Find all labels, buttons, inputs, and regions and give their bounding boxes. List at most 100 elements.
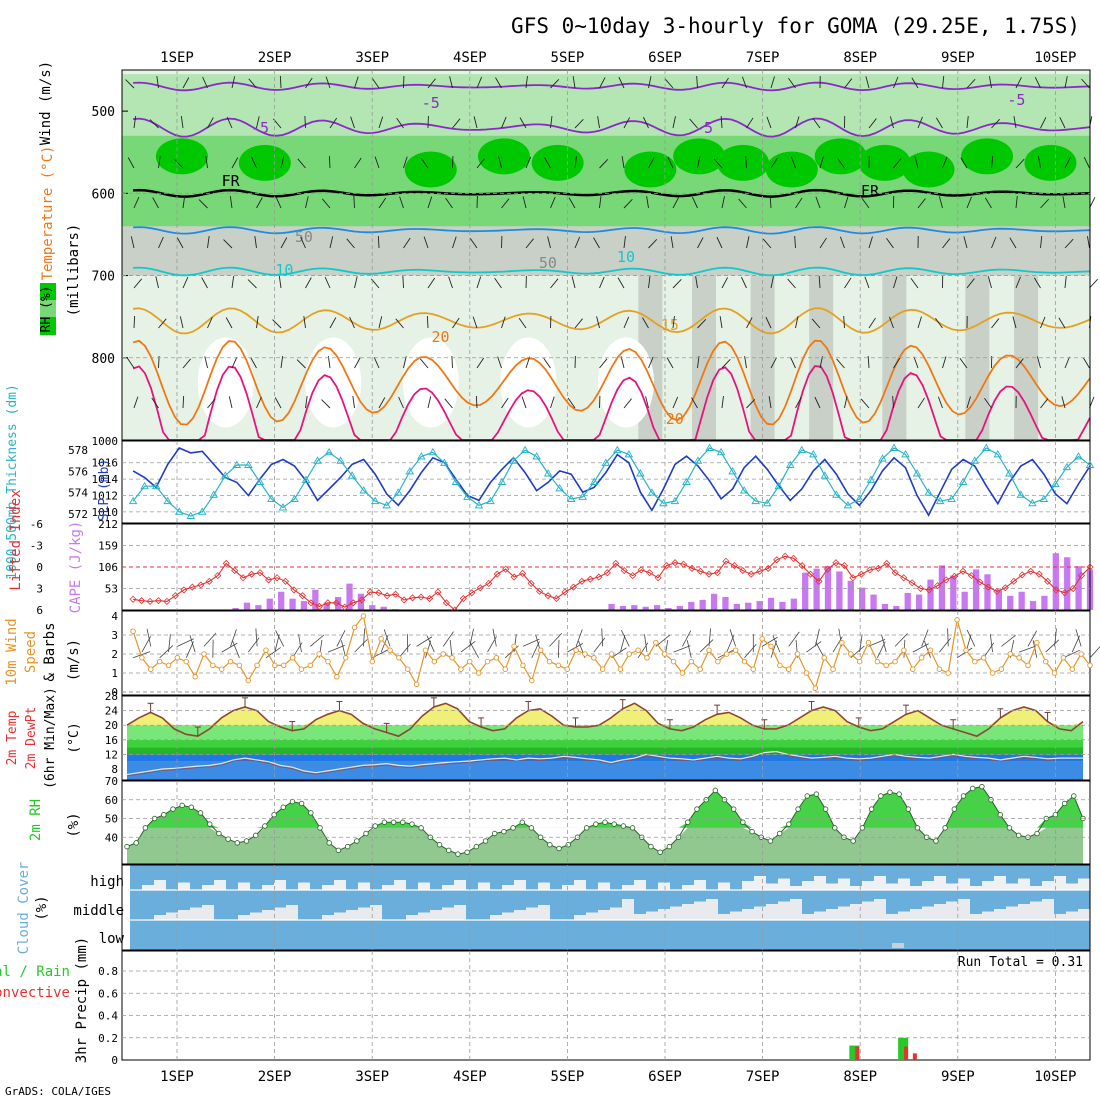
contour-label: -5: [695, 119, 713, 137]
wind-barb: [795, 316, 799, 329]
wind-barb: [593, 237, 600, 249]
cloud-gap-high: [838, 878, 850, 890]
wind-frame: [121, 610, 1091, 696]
cape-bar: [619, 605, 627, 610]
wind-barb: [256, 316, 259, 329]
lifted-index-point: [993, 587, 1001, 595]
wind-barb: [420, 157, 429, 169]
cloud-gap-high: [274, 880, 286, 890]
cloud-gap-middle: [790, 899, 802, 920]
wind-speed-point: [263, 647, 269, 653]
cloud-gap-middle: [910, 909, 922, 920]
wind-barb: [921, 629, 929, 647]
contour-label: -5: [251, 119, 269, 137]
wind-barb: [550, 116, 553, 129]
wind-speed-point: [369, 658, 376, 665]
rh-point: [225, 836, 231, 842]
wind-barb: [768, 396, 772, 409]
wind-barb: [868, 638, 886, 647]
wind-barb: [349, 316, 355, 329]
cloud-gap-high: [478, 882, 490, 890]
wind-speed-point: [458, 666, 464, 672]
wind-barb: [942, 156, 948, 169]
wind-barb: [403, 156, 408, 169]
rh-point: [519, 819, 525, 825]
lifted-index-cape-panel: 212 159 106 53 -6 -3 0 3 6 Lifted Index CAPE (J/kg…: [8, 489, 1094, 617]
thickness-point: [912, 469, 922, 477]
wind-speed-point: [670, 658, 677, 665]
date-label: 7SEP: [746, 1069, 780, 1085]
wind-barb: [353, 195, 355, 209]
wind-barb: [574, 236, 581, 249]
wind-barb: [256, 396, 262, 409]
wind-barb: [176, 237, 184, 249]
lifted-index-point: [408, 594, 417, 602]
thickness-point: [589, 477, 599, 485]
wind-barb: [452, 317, 460, 329]
thickness-point: [290, 494, 299, 502]
thickness-point: [624, 449, 634, 458]
lifted-index-point: [214, 572, 222, 580]
rh-point: [942, 825, 948, 831]
rh-point: [730, 806, 737, 812]
cloud-gap-high: [898, 878, 910, 890]
thickness-point: [970, 456, 979, 464]
wind-barb: [254, 236, 257, 249]
wind-barb: [427, 396, 432, 409]
cape-axis-title: CAPE (J/kg): [68, 521, 84, 614]
date-label: 9SEP: [941, 1069, 975, 1085]
wind-barb: [354, 276, 358, 289]
lifted-index-point: [527, 579, 535, 588]
wind-barb: [738, 198, 747, 209]
lifted-index-point: [171, 592, 179, 600]
wind-speed-point: [254, 662, 260, 669]
rh-frame: [121, 780, 1091, 865]
cloud-gap-high: [970, 886, 982, 890]
wind-barb: [442, 631, 454, 647]
cape-bar: [1041, 595, 1048, 610]
isotherm-line: [133, 81, 1091, 92]
wind-barb: [1054, 628, 1057, 647]
cape-bar: [1029, 601, 1037, 610]
wind-speed-point: [1042, 658, 1049, 665]
cloud-gap-middle: [1018, 904, 1030, 920]
wind-barb: [549, 632, 563, 647]
rh-point: [326, 840, 332, 846]
wind-barb: [721, 77, 729, 89]
lifted-index-point: [781, 552, 789, 560]
wind-barb: [280, 156, 285, 169]
wind-barb: [126, 357, 135, 369]
wind-speed-point: [910, 666, 916, 672]
wind-speed-point: [555, 662, 562, 669]
cloud-gap-high: [1066, 883, 1078, 890]
wind-barb: [525, 356, 531, 369]
wind-barb: [346, 238, 355, 249]
lifted-index-point: [535, 587, 544, 595]
wind-barb: [272, 319, 282, 329]
rh-point: [648, 843, 654, 850]
cloud-gap-middle: [850, 904, 862, 920]
rh-point: [161, 812, 167, 818]
wind-barb: [892, 395, 894, 409]
wind-speed-point: [467, 658, 473, 665]
wind-barb: [942, 356, 947, 369]
cloud-gap-middle: [718, 914, 730, 920]
wind-barb: [655, 634, 671, 647]
wind-barb: [1033, 277, 1041, 289]
wind-barb: [445, 197, 453, 209]
legend-rain: Total / Rain: [0, 964, 70, 980]
lifted-index-point: [569, 583, 577, 591]
wind-barb: [814, 396, 821, 409]
cloud-gap-low: [892, 943, 904, 948]
wind-barb: [620, 356, 625, 369]
wind-barb: [1064, 356, 1070, 369]
wind-barb: [180, 116, 184, 129]
lifted-index-point: [256, 569, 264, 577]
wind-barb: [1058, 317, 1066, 329]
lifted-index-point: [459, 594, 467, 603]
lifted-index-point: [502, 565, 510, 573]
wind-speed-point: [405, 666, 411, 672]
wind-barb: [790, 356, 796, 369]
thickness-point: [347, 471, 357, 479]
precip-panel: 0 0.2 0.4 0.6 0.8 Run Total = 0.31 Total / Rai…: [0, 937, 1091, 1067]
